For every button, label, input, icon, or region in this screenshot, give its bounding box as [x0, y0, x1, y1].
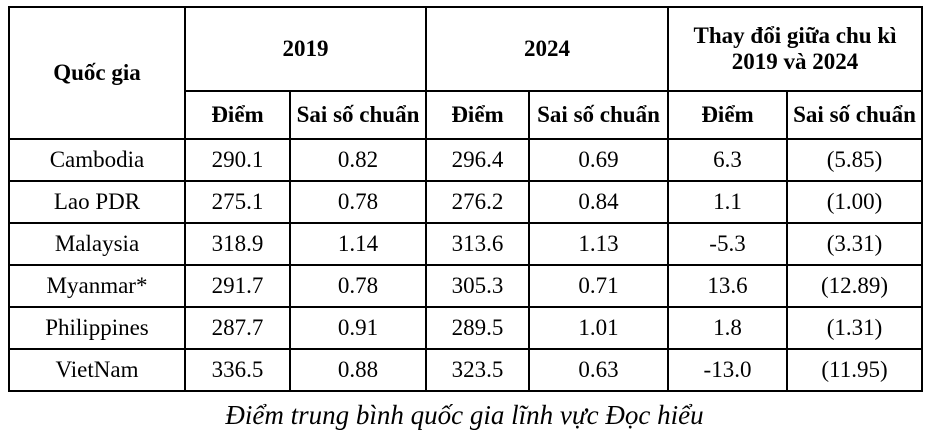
score-2019-cell: 275.1	[184, 180, 291, 224]
score-2019-cell: 287.7	[184, 306, 291, 350]
change-score-cell: 1.8	[667, 306, 788, 350]
country-cell: Philippines	[8, 306, 186, 350]
country-scores-table: Quốc gia 2019 2024 Thay đổi giữa chu kì …	[8, 6, 924, 392]
score-2024-cell: 289.5	[425, 306, 530, 350]
se-2024-cell: 1.01	[528, 306, 669, 350]
table-caption: Điểm trung bình quốc gia lĩnh vực Đọc hi…	[225, 400, 704, 430]
subheader-score-change: Điểm	[667, 90, 788, 140]
score-2019-cell: 336.5	[184, 348, 291, 392]
se-2019-cell: 0.82	[289, 138, 427, 182]
se-2024-cell: 1.13	[528, 222, 669, 266]
table-row: Cambodia 290.1 0.82 296.4 0.69 6.3 (5.85…	[8, 138, 924, 182]
change-se-cell: (11.95)	[785, 348, 924, 392]
subheader-se-change: Sai số chuẩn	[785, 90, 924, 140]
change-score-cell: -5.3	[667, 222, 788, 266]
change-se-cell: (12.89)	[785, 264, 924, 308]
table-row: Philippines 287.7 0.91 289.5 1.01 1.8 (1…	[8, 306, 924, 350]
country-cell: Malaysia	[8, 222, 186, 266]
change-se-cell: (3.31)	[785, 222, 924, 266]
subheader-score-2019: Điểm	[184, 90, 291, 140]
change-score-cell: 13.6	[667, 264, 788, 308]
se-2019-cell: 1.14	[289, 222, 427, 266]
change-se-cell: (1.00)	[785, 180, 924, 224]
se-2019-cell: 0.88	[289, 348, 427, 392]
header-country: Quốc gia	[8, 6, 186, 140]
se-2024-cell: 0.63	[528, 348, 669, 392]
change-se-cell: (5.85)	[785, 138, 924, 182]
score-2019-cell: 291.7	[184, 264, 291, 308]
se-2024-cell: 0.69	[528, 138, 669, 182]
country-cell: Myanmar*	[8, 264, 186, 308]
table-row: Lao PDR 275.1 0.78 276.2 0.84 1.1 (1.00)	[8, 180, 924, 224]
se-2024-cell: 0.84	[528, 180, 669, 224]
subheader-row: Điểm Sai số chuẩn Điểm Sai số chuẩn Điểm…	[9, 90, 924, 140]
score-2024-cell: 323.5	[425, 348, 530, 392]
header-group-row: Quốc gia 2019 2024 Thay đổi giữa chu kì …	[8, 6, 924, 140]
table-row: Malaysia 318.9 1.14 313.6 1.13 -5.3 (3.3…	[8, 222, 924, 266]
subheader-score-2024: Điểm	[425, 90, 530, 140]
change-score-cell: 6.3	[667, 138, 788, 182]
change-score-cell: 1.1	[667, 180, 788, 224]
change-se-cell: (1.31)	[785, 306, 924, 350]
score-2024-cell: 313.6	[425, 222, 530, 266]
score-2024-cell: 305.3	[425, 264, 530, 308]
se-2019-cell: 0.91	[289, 306, 427, 350]
header-year-2019: 2019	[184, 6, 427, 92]
se-2019-cell: 0.78	[289, 180, 427, 224]
country-cell: VietNam	[8, 348, 186, 392]
country-cell: Cambodia	[8, 138, 186, 182]
score-2019-cell: 318.9	[184, 222, 291, 266]
table-row: VietNam 336.5 0.88 323.5 0.63 -13.0 (11.…	[8, 348, 924, 392]
country-cell: Lao PDR	[8, 180, 186, 224]
header-change-group: Thay đổi giữa chu kì 2019 và 2024	[666, 6, 924, 92]
score-2024-cell: 276.2	[425, 180, 530, 224]
subheader-se-2019: Sai số chuẩn	[289, 90, 427, 140]
se-2019-cell: 0.78	[289, 264, 427, 308]
subheader-se-2024: Sai số chuẩn	[528, 90, 669, 140]
table-row: Myanmar* 291.7 0.78 305.3 0.71 13.6 (12.…	[8, 264, 924, 308]
se-2024-cell: 0.71	[528, 264, 669, 308]
score-2024-cell: 296.4	[425, 138, 530, 182]
change-score-cell: -13.0	[667, 348, 788, 392]
header-year-2024: 2024	[425, 6, 669, 92]
score-2019-cell: 290.1	[184, 138, 291, 182]
